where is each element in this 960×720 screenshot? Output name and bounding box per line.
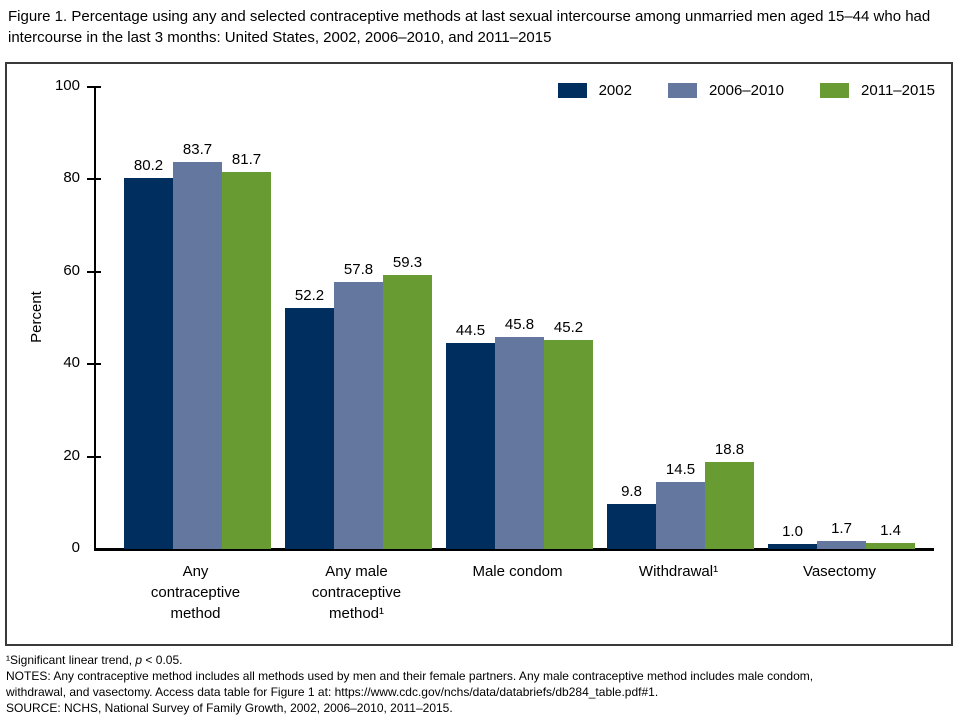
bar-2011-2015 (222, 171, 271, 549)
bar-value-label: 18.8 (714, 441, 745, 459)
category-label: Male condom (472, 563, 563, 580)
bar-2006-2010 (656, 482, 705, 549)
footnote-significance: ¹Significant linear trend, p < 0.05. (6, 652, 954, 668)
bar-value-label: 81.7 (231, 150, 262, 168)
bar-value-label: 14.5 (665, 461, 696, 479)
legend-swatch-icon (820, 83, 850, 98)
footnote-notes-line2: withdrawal, and vasectomy. Access data t… (6, 685, 659, 699)
bar-value-label: 52.2 (294, 286, 325, 304)
footnote-notes-line1: NOTES: Any contraceptive method includes… (6, 669, 814, 683)
bar-2011-2015 (866, 542, 915, 549)
legend-item: 2011–2015 (820, 82, 935, 99)
bar-2011-2015 (383, 275, 432, 549)
x-axis-line (94, 548, 934, 551)
bar-2011-2015 (544, 340, 593, 549)
legend: 2002 2006–2010 2011–2015 (557, 82, 935, 99)
bar-value-label: 57.8 (343, 260, 374, 278)
bar-value-label: 45.8 (504, 316, 535, 334)
bar-2002 (124, 178, 173, 549)
y-tick (87, 455, 101, 458)
category-label: Any contraceptive method (150, 563, 241, 622)
legend-label: 2006–2010 (708, 82, 785, 99)
bar-value-label: 80.2 (133, 157, 164, 175)
plot-area: 0 20 40 60 80 100 80.2 83.7 81.7 52.2 57.8 59.3 44.5… (55, 77, 934, 556)
bar-2002 (285, 307, 334, 549)
category-label: Withdrawal¹ (638, 563, 719, 580)
bar-value-label: 1.0 (782, 523, 803, 541)
bar-value-label: 45.2 (553, 319, 584, 337)
bar-value-label: 9.8 (621, 482, 642, 500)
bar-value-label: 83.7 (182, 141, 213, 159)
category-label: Vasectomy (802, 563, 877, 580)
footnote-significance-pvalue: p (135, 653, 143, 667)
y-tick-label: 40 (63, 354, 80, 372)
bar-2002 (768, 544, 817, 549)
figure-title: Figure 1. Percentage using any and selec… (8, 8, 931, 46)
y-tick (87, 86, 101, 88)
bar-2006-2010 (173, 162, 222, 549)
legend-item: 2006–2010 (667, 82, 785, 99)
legend-swatch-icon (667, 83, 697, 98)
y-tick (87, 270, 101, 273)
bar-value-label: 44.5 (455, 322, 486, 340)
bar-2002 (607, 503, 656, 549)
bar-value-label: 59.3 (392, 254, 423, 272)
footnote-significance-suffix: < 0.05. (142, 653, 183, 667)
legend-swatch-icon (557, 83, 587, 98)
x-axis-labels: Any contraceptive method Any male contrac… (94, 561, 932, 631)
category-label: Any male contraceptive method¹ (311, 563, 402, 622)
bar-value-label: 1.4 (880, 521, 901, 539)
chart-area: 2002 2006–2010 2011–2015 Percent 0 20 40 60 80… (5, 62, 953, 646)
footnote-significance-prefix: ¹Significant linear trend, (6, 653, 136, 667)
bar-2006-2010 (334, 281, 383, 549)
y-tick-label: 80 (63, 169, 80, 187)
legend-label: 2011–2015 (861, 82, 935, 99)
bar-2002 (446, 343, 495, 549)
bar-2011-2015 (705, 462, 754, 549)
y-tick (87, 363, 101, 366)
y-tick-label: 0 (71, 539, 80, 556)
footnote-source: SOURCE: NCHS, National Survey of Family … (6, 701, 453, 715)
bar-value-label: 1.7 (831, 520, 852, 538)
y-tick-label: 100 (54, 77, 80, 94)
y-tick-label: 20 (63, 446, 80, 464)
y-axis-label: Percent (28, 291, 45, 343)
y-tick-label: 60 (63, 261, 80, 279)
legend-label: 2002 (598, 82, 632, 99)
legend-item: 2002 (557, 82, 632, 99)
footnotes: ¹Significant linear trend, p < 0.05. NOT… (6, 652, 954, 716)
bar-2006-2010 (817, 541, 866, 549)
y-tick (87, 178, 101, 181)
bar-2006-2010 (495, 337, 544, 549)
